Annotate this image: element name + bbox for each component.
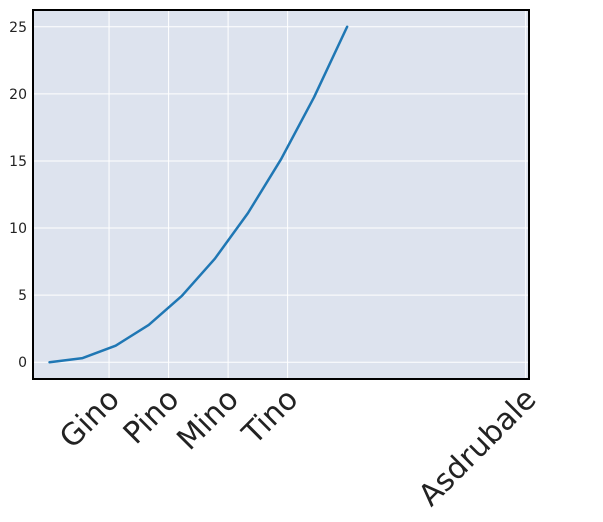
x-tick-label: Asdrubale xyxy=(412,382,543,513)
x-tick-label: Gino xyxy=(53,382,127,456)
plot-frame xyxy=(32,9,530,380)
x-tick-label: Pino xyxy=(117,382,186,451)
y-tick-label: 10 xyxy=(9,221,27,237)
plot-area xyxy=(33,10,529,379)
y-tick-label: 15 xyxy=(9,154,27,170)
series-line xyxy=(48,25,349,364)
y-axis-ticks: 0 5 10 15 20 25 xyxy=(9,20,27,371)
y-tick-label: 0 xyxy=(18,355,27,371)
x-tick-label: Mino xyxy=(170,382,245,457)
x-tick-label: Tino xyxy=(235,382,305,452)
series-layer xyxy=(48,25,349,364)
y-tick-label: 5 xyxy=(18,288,27,304)
grid xyxy=(33,10,529,379)
y-tick-label: 25 xyxy=(9,20,27,36)
y-tick-label: 20 xyxy=(9,87,27,103)
